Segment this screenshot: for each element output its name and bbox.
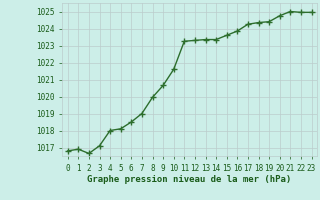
X-axis label: Graphe pression niveau de la mer (hPa): Graphe pression niveau de la mer (hPa) <box>87 175 292 184</box>
